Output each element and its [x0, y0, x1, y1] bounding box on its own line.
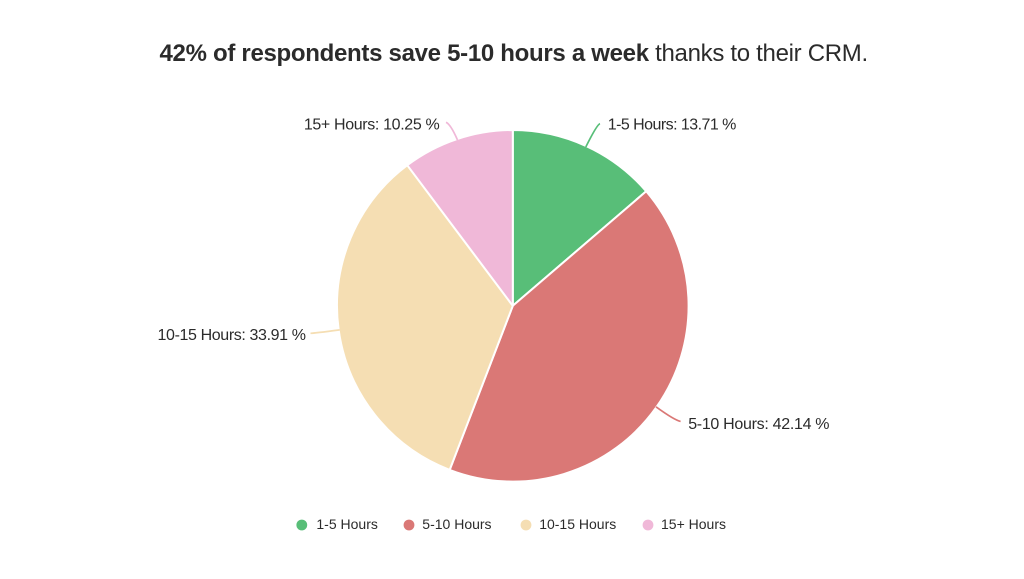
- svg-text:15+ Hours: 10.25 %: 15+ Hours: 10.25 %: [304, 116, 440, 133]
- svg-text:10-15 Hours: 10-15 Hours: [539, 516, 616, 532]
- svg-text:1-5 Hours: 1-5 Hours: [316, 516, 377, 532]
- svg-text:10-15 Hours: 33.91 %: 10-15 Hours: 33.91 %: [158, 327, 306, 344]
- svg-text:15+ Hours: 15+ Hours: [661, 516, 726, 532]
- svg-text:5-10 Hours: 42.14 %: 5-10 Hours: 42.14 %: [688, 416, 829, 433]
- svg-text:42% of respondents save 5-10 h: 42% of respondents save 5-10 hours a wee…: [160, 40, 868, 67]
- svg-text:1-5 Hours: 13.71 %: 1-5 Hours: 13.71 %: [608, 116, 736, 133]
- svg-text:5-10 Hours: 5-10 Hours: [422, 516, 491, 532]
